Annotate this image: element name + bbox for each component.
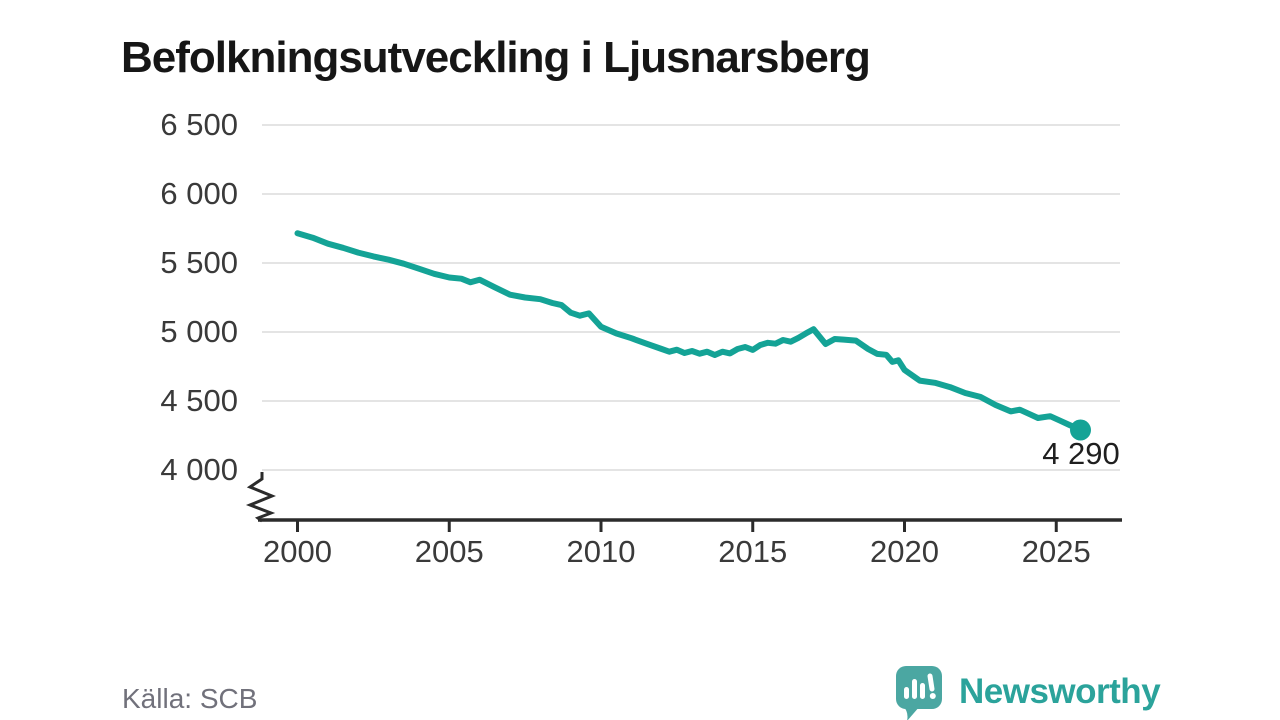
exclamation-dot-icon: [929, 693, 936, 699]
x-tick-label: 2000: [263, 534, 332, 569]
speech-bubble-tail: [903, 706, 920, 720]
x-tick-label: 2005: [415, 534, 484, 569]
y-tick-label: 4 000: [160, 452, 238, 487]
bar-icon-medium: [920, 683, 925, 699]
source-label: Källa: SCB: [122, 683, 258, 714]
x-tick-label: 2010: [567, 534, 636, 569]
newsworthy-logo: Newsworthy: [893, 664, 1161, 720]
x-tick-label: 2025: [1022, 534, 1091, 569]
end-value-label: 4 290: [1042, 436, 1120, 471]
chart-title: Befolkningsutveckling i Ljusnarsberg: [121, 33, 871, 83]
newsworthy-logo-icon: [896, 666, 942, 720]
y-tick-label: 5 500: [160, 245, 238, 280]
end-point-marker: [1070, 419, 1091, 441]
population-line: [294, 230, 1084, 433]
x-tick-label: 2015: [718, 534, 787, 569]
y-tick-label: 6 500: [160, 107, 238, 142]
bar-icon-tall: [912, 679, 917, 699]
y-tick-label: 6 000: [160, 176, 238, 211]
y-tick-label: 4 500: [160, 383, 238, 418]
newsworthy-wordmark: Newsworthy: [959, 672, 1161, 711]
axis-break-icon: [245, 472, 276, 523]
y-tick-label: 5 000: [160, 314, 238, 349]
x-tick-label: 2020: [870, 534, 939, 569]
bar-icon-small: [904, 687, 909, 699]
exclamation-icon: [927, 673, 935, 692]
